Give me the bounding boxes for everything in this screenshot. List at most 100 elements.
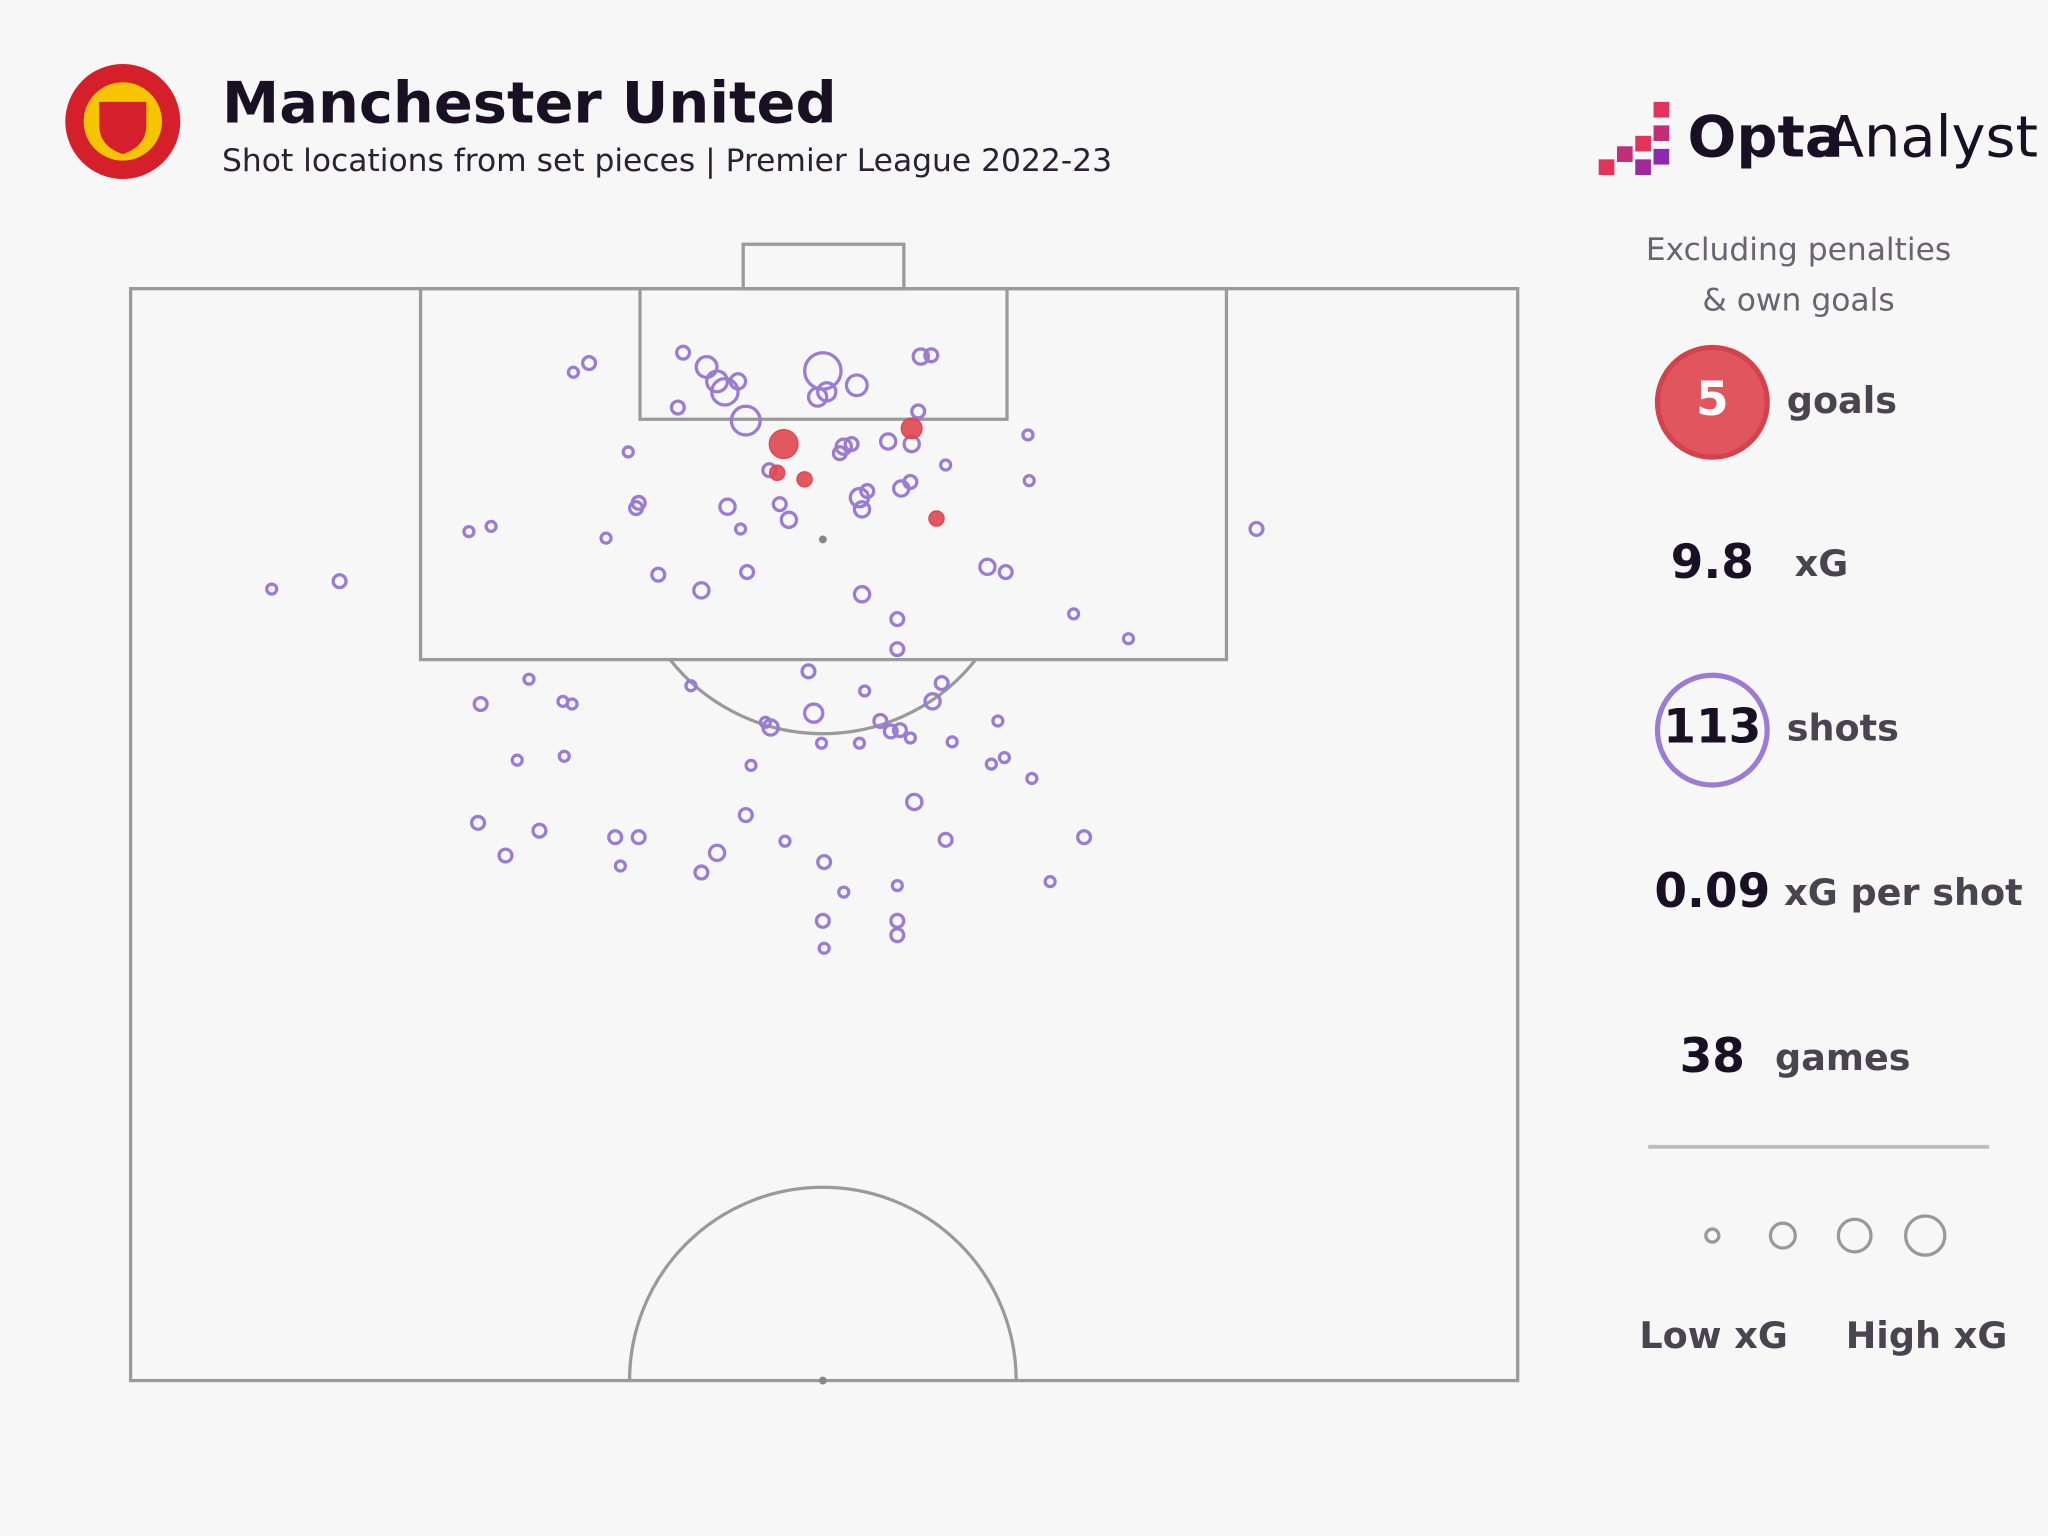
shot — [997, 564, 1014, 581]
goal-shot — [768, 429, 799, 460]
shot — [817, 941, 831, 955]
shot — [923, 692, 942, 711]
shot — [729, 404, 762, 437]
center-spot — [818, 1376, 827, 1385]
shot — [933, 675, 950, 692]
shot — [771, 496, 788, 513]
shot — [891, 722, 908, 739]
shot — [997, 750, 1012, 765]
shot — [848, 486, 871, 509]
shot — [882, 723, 899, 740]
shot — [889, 927, 906, 944]
shot — [939, 458, 953, 472]
stat-label: shots — [1787, 707, 1899, 750]
logo-square — [1598, 159, 1615, 176]
stat-label: xG per shot — [1784, 871, 2022, 914]
logo-square — [1653, 101, 1670, 118]
shot — [739, 564, 756, 581]
shot — [890, 878, 904, 893]
logo-square — [1653, 148, 1670, 165]
shot — [1043, 875, 1057, 889]
goal-shot — [928, 510, 945, 527]
shot — [945, 735, 959, 749]
shot — [718, 497, 737, 517]
shot — [844, 373, 869, 398]
shot — [831, 445, 848, 462]
shot — [628, 500, 645, 517]
shot — [630, 829, 647, 846]
goal-shot — [768, 464, 786, 482]
crest — [65, 64, 181, 179]
shot — [565, 697, 579, 711]
crest-shield — [99, 101, 147, 155]
brand-name: Opta — [1688, 104, 1844, 171]
shot — [902, 473, 919, 491]
shot — [737, 806, 754, 824]
shot — [889, 611, 906, 628]
shot — [557, 749, 571, 763]
shot — [1248, 520, 1265, 538]
shot — [802, 702, 825, 724]
shot — [852, 500, 872, 519]
shot — [599, 531, 613, 545]
shot — [265, 582, 279, 596]
shot — [905, 792, 924, 812]
shot — [814, 736, 829, 750]
shot — [669, 399, 686, 416]
shot — [806, 386, 829, 408]
stat-label: goals — [1787, 379, 1897, 422]
shot — [984, 757, 998, 771]
chart-subtitle: Shot locations from set pieces | Premier… — [222, 143, 1112, 179]
shot — [705, 369, 730, 394]
shot — [650, 566, 667, 583]
logo-square — [1653, 125, 1670, 142]
stat-value: 113 — [1663, 700, 1761, 755]
stat-label: games — [1775, 1036, 1911, 1079]
shot — [522, 672, 536, 686]
shot — [1021, 428, 1035, 442]
note: & own goals — [1702, 283, 1894, 319]
shot — [858, 684, 872, 698]
shot — [566, 365, 580, 379]
shots — [265, 344, 1265, 955]
shot — [1025, 771, 1039, 786]
shot — [800, 663, 817, 680]
shot — [497, 847, 514, 864]
size-key-label: Low xG — [1639, 1314, 1788, 1357]
shot — [581, 355, 598, 372]
shot — [837, 885, 851, 899]
brand-logo: Opta Analyst — [1598, 101, 2038, 176]
shot — [779, 510, 799, 530]
size-key-label: High xG — [1846, 1314, 2008, 1357]
shot — [978, 557, 997, 577]
logo-square — [1616, 146, 1633, 162]
size-key — [1704, 1227, 1721, 1244]
shot — [531, 822, 548, 839]
shot — [778, 834, 792, 848]
goals-badge — [1654, 344, 1770, 460]
note: Excluding penalties — [1646, 232, 1951, 268]
shots-badge — [1654, 672, 1770, 788]
stat-value: 38 — [1680, 1029, 1745, 1084]
size-key — [1904, 1214, 1947, 1257]
shot — [469, 814, 487, 831]
shot — [814, 912, 831, 929]
shot — [1067, 607, 1081, 621]
shot — [613, 859, 628, 873]
shot — [1076, 829, 1093, 846]
shot — [621, 445, 635, 459]
size-key — [1836, 1217, 1873, 1254]
shot — [903, 731, 917, 745]
stats-panel: Excluding penalties & own goals 5 goals 9.… — [1639, 232, 2022, 1357]
goal — [741, 242, 906, 291]
shot — [991, 714, 1005, 728]
shot — [889, 641, 906, 658]
shot — [872, 712, 889, 730]
shot — [937, 831, 954, 848]
shot — [510, 753, 524, 767]
shot — [693, 864, 710, 881]
shot — [744, 758, 758, 772]
shot — [733, 522, 748, 536]
